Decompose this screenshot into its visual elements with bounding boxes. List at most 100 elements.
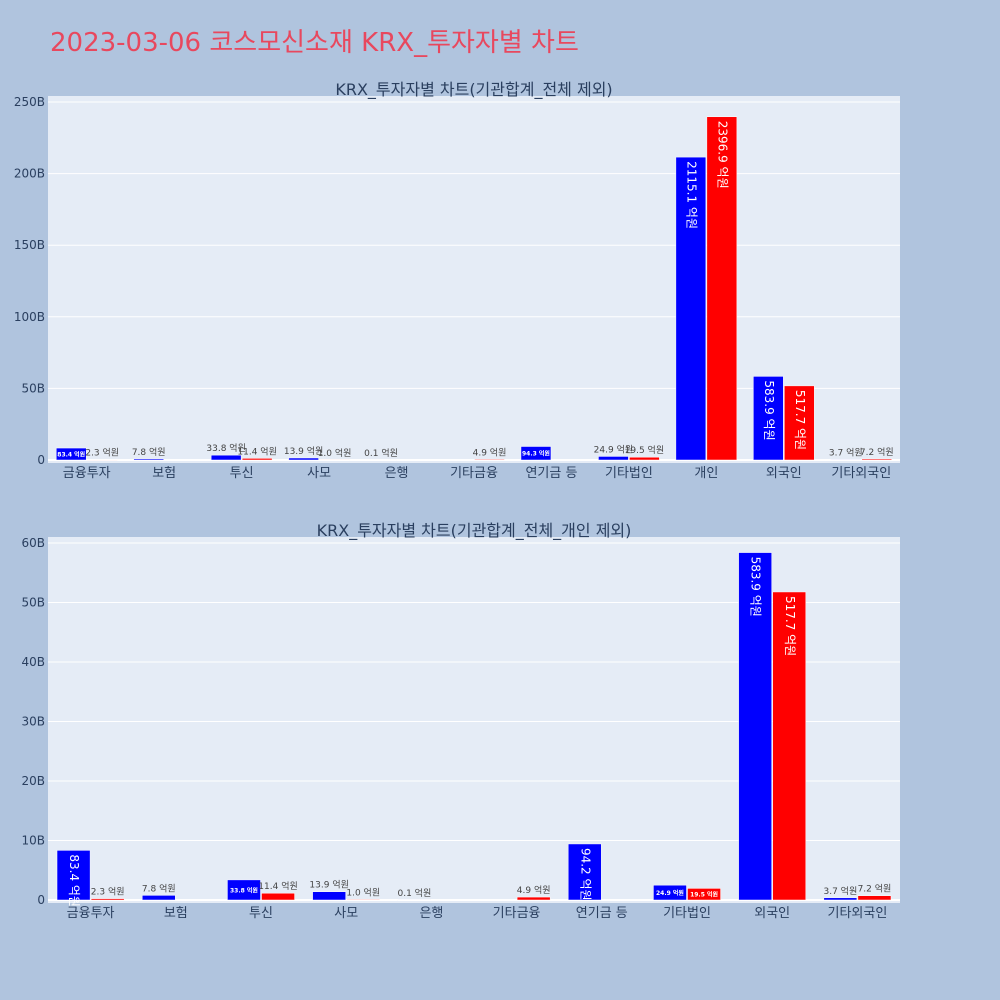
data-label: 3.7 억원 <box>823 885 857 897</box>
bar-sell[interactable] <box>86 459 118 461</box>
bar-sell[interactable] <box>629 456 660 461</box>
data-label: 1.0 억원 <box>346 886 380 898</box>
x-tick-label: 연기금 등 <box>576 906 628 921</box>
bar-sell[interactable] <box>784 385 815 461</box>
data-label: 2115.1 억원 <box>684 161 698 229</box>
bar-sell[interactable] <box>861 458 893 461</box>
y-tick-label: 250B <box>14 95 45 109</box>
page-title: 2023-03-06 코스모신소재 KRX_투자자별 차트 <box>50 28 579 58</box>
bar-buy[interactable] <box>227 879 261 901</box>
data-label: 13.9 억원 <box>309 879 348 891</box>
x-tick-label: 금융투자 <box>67 906 115 921</box>
x-tick-label: 금융투자 <box>63 466 111 481</box>
bar-buy[interactable] <box>520 446 552 461</box>
bar-buy[interactable] <box>830 459 862 461</box>
bar-buy[interactable] <box>312 891 346 901</box>
data-label: 33.8 억원 <box>206 442 245 454</box>
data-label: 19.5 억원 <box>690 891 718 899</box>
bar-buy[interactable] <box>56 850 91 901</box>
data-label: 83.4 억원 <box>67 854 81 907</box>
x-tick-label: 연기금 등 <box>525 466 577 481</box>
bar-buy[interactable] <box>141 895 176 901</box>
data-label: 583.9 억원 <box>762 380 776 440</box>
chart-2: KRX_투자자별 차트(기관합계_전체_개인 제외) 0 10B 20B 30B 40B 5… <box>21 521 900 921</box>
data-label: 7.8 억원 <box>142 882 176 894</box>
data-label: 94.3 억원 <box>522 450 550 458</box>
x-tick-label: 기타법인 <box>605 466 653 481</box>
data-label: 13.9 억원 <box>284 445 323 457</box>
x-tick-label: 기타외국인 <box>831 466 891 481</box>
y-tick-label: 0 <box>37 893 45 907</box>
bar-sell[interactable] <box>90 898 125 901</box>
y-tick-label: 100B <box>14 310 45 324</box>
data-label: 2.3 억원 <box>85 447 119 459</box>
data-label: 4.9 억원 <box>473 446 507 458</box>
bar-sell[interactable] <box>772 591 807 901</box>
bar-sell[interactable] <box>346 899 381 901</box>
data-label: 517.7 억원 <box>793 390 807 450</box>
bar-buy[interactable] <box>675 156 707 461</box>
bar-sell[interactable] <box>261 892 295 901</box>
bar-buy[interactable] <box>133 458 164 461</box>
x-tick-label: 외국인 <box>766 466 802 481</box>
bar-sell[interactable] <box>857 895 892 901</box>
x-tick-label: 기타금융 <box>493 906 541 921</box>
data-label: 11.4 억원 <box>258 880 297 892</box>
data-label: 7.8 억원 <box>132 446 166 458</box>
data-label: 2396.9 억원 <box>715 121 729 189</box>
data-label: 11.4 억원 <box>237 445 276 457</box>
bar-buy[interactable] <box>288 457 319 461</box>
bar-buy[interactable] <box>567 843 602 901</box>
y-tick-label: 50B <box>21 596 45 610</box>
bar-buy[interactable] <box>55 447 87 461</box>
data-label: 517.7 억원 <box>783 596 797 656</box>
bar-buy[interactable] <box>365 459 397 461</box>
plot-background <box>48 537 900 903</box>
bar-buy[interactable] <box>210 454 242 461</box>
bar-sell[interactable] <box>687 888 721 901</box>
data-label: 1.0 억원 <box>318 447 352 459</box>
data-label: 7.2 억원 <box>858 883 892 895</box>
data-label: 7.2 억원 <box>860 446 894 458</box>
x-tick-label: 기타법인 <box>663 906 711 921</box>
x-tick-label: 투신 <box>249 906 273 921</box>
bar-buy[interactable] <box>823 897 858 901</box>
data-label: 24.9 억원 <box>594 443 633 455</box>
x-tick-label: 기타금융 <box>450 466 498 481</box>
x-tick-label: 개인 <box>694 466 718 481</box>
bar-sell[interactable] <box>516 896 551 901</box>
data-label: 3.7 억원 <box>829 446 863 458</box>
bar-sell[interactable] <box>241 458 273 461</box>
y-tick-label: 40B <box>21 655 45 669</box>
bar-sell[interactable] <box>474 459 505 461</box>
data-label: 0.1 억원 <box>364 447 398 459</box>
chart-title: KRX_투자자별 차트(기관합계_전체 제외) <box>335 80 612 100</box>
data-label: 19.5 억원 <box>625 444 664 456</box>
y-tick-label: 150B <box>14 238 45 252</box>
bar-buy[interactable] <box>738 552 772 901</box>
chart-1: KRX_투자자별 차트(기관합계_전체 제외) 0 50B 100B 150B 200B 2… <box>14 80 900 481</box>
data-label: 24.9 억원 <box>656 889 684 897</box>
x-tick-label: 사모 <box>334 906 358 921</box>
bar-buy[interactable] <box>598 456 629 461</box>
chart-title: KRX_투자자별 차트(기관합계_전체_개인 제외) <box>317 521 632 541</box>
x-tick-label: 기타외국인 <box>827 906 887 921</box>
y-tick-label: 60B <box>21 536 45 550</box>
x-tick-label: 보험 <box>152 466 176 481</box>
data-label: 4.9 억원 <box>517 884 551 896</box>
bar-buy[interactable] <box>753 376 784 461</box>
x-tick-label: 투신 <box>230 466 254 481</box>
data-label: 83.4 억원 <box>57 451 85 459</box>
data-label: 2.3 억원 <box>91 886 125 898</box>
bar-buy[interactable] <box>653 884 687 901</box>
bar-sell[interactable] <box>706 116 738 461</box>
bar-sell[interactable] <box>319 459 350 461</box>
x-tick-label: 은행 <box>419 905 443 921</box>
x-tick-label: 사모 <box>307 466 331 481</box>
y-tick-label: 30B <box>21 715 45 729</box>
bar-buy[interactable] <box>397 899 432 901</box>
x-tick-label: 외국인 <box>754 906 790 921</box>
y-tick-label: 20B <box>21 774 45 788</box>
data-label: 33.8 억원 <box>230 886 258 894</box>
